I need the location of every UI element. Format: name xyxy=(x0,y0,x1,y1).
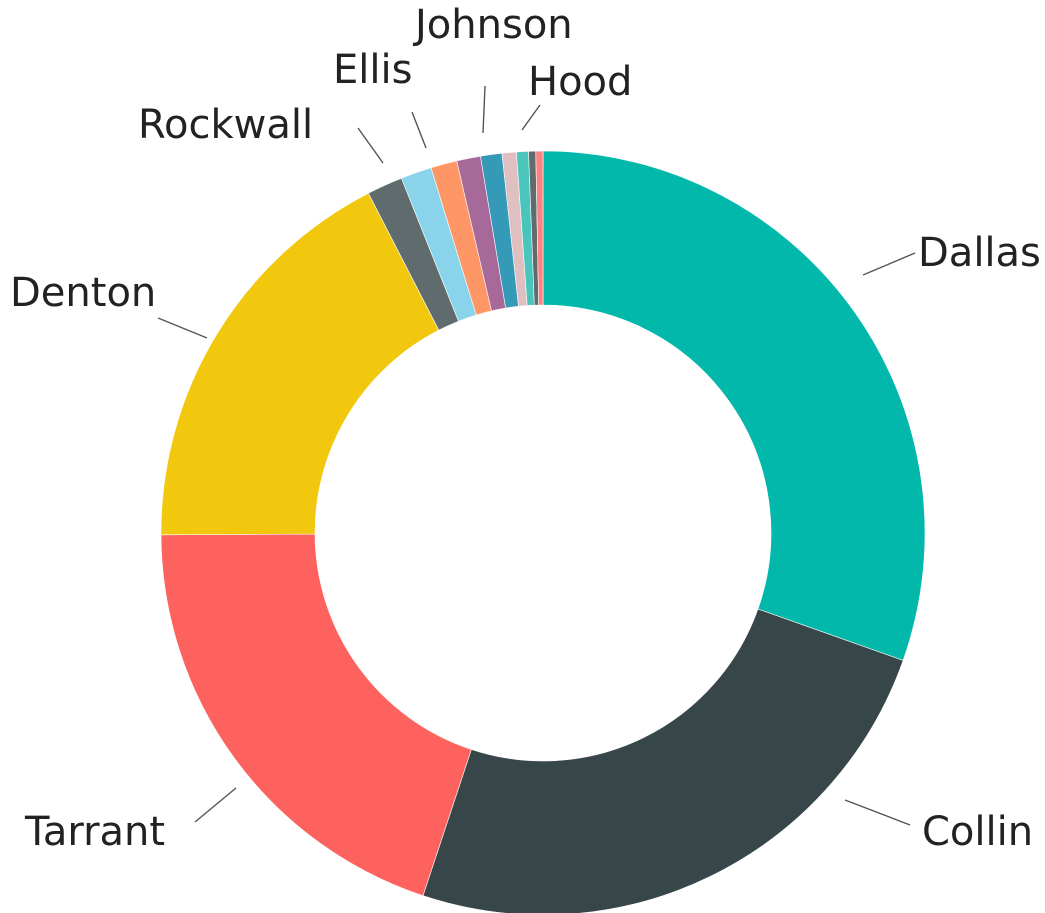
slice-collin[interactable] xyxy=(422,608,904,913)
slice-label-ellis: Ellis xyxy=(333,47,412,93)
leader-line-tarrant xyxy=(194,787,237,823)
leader-line-collin xyxy=(844,799,911,826)
leader-line-dallas xyxy=(862,252,916,276)
leader-line-hood xyxy=(521,104,541,131)
slice-other-12[interactable] xyxy=(535,150,544,306)
slice-dallas[interactable] xyxy=(542,150,926,661)
slice-label-denton: Denton xyxy=(10,270,156,316)
donut-slices xyxy=(160,150,926,913)
slice-denton[interactable] xyxy=(160,192,440,536)
leader-line-rockwall xyxy=(357,127,384,164)
slice-label-collin: Collin xyxy=(922,809,1033,855)
slice-tarrant[interactable] xyxy=(160,533,472,897)
leader-line-ellis xyxy=(411,111,427,149)
slice-label-dallas: Dallas xyxy=(918,230,1041,276)
leader-line-johnson xyxy=(482,85,486,134)
slice-label-hood: Hood xyxy=(528,59,632,105)
slice-labels: Dallas Collin Tarrant Denton Rockwall EllisJo… xyxy=(10,2,1041,855)
leader-line-denton xyxy=(157,317,208,339)
slice-label-tarrant: Tarrant xyxy=(24,809,165,855)
slice-label-johnson: Johnson xyxy=(412,2,573,48)
slice-label-rockwall: Rockwall xyxy=(138,102,313,148)
